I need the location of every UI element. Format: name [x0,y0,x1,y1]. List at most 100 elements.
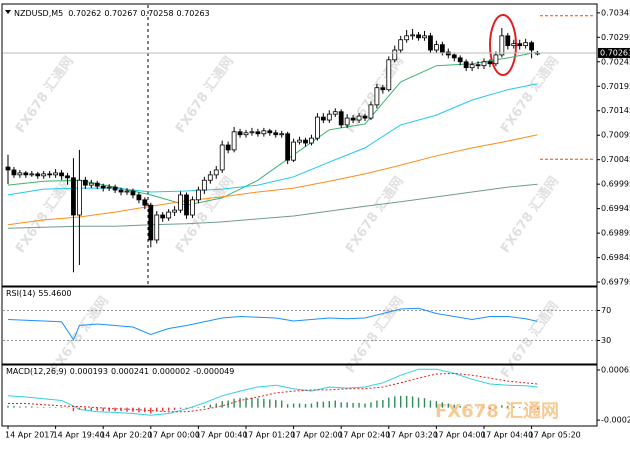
macd-bar [471,407,473,409]
candle-body [380,87,386,91]
y-tick-label: 0.000638 [601,365,630,374]
macd-bar [162,407,164,412]
candle-body [213,169,219,176]
y-tick-label: 0.70245 [601,57,630,66]
candle-body [523,42,529,47]
macd-bar [233,398,235,408]
menu-arrow[interactable] [5,10,11,14]
macd-bar [400,395,402,408]
moving-average [7,134,538,226]
macd-bar [209,404,211,408]
candle-body [422,35,427,39]
candle-body [249,131,255,134]
macd-bar [346,402,348,408]
macd-bar [364,403,366,408]
rsi-title: RSI(14) [6,289,35,298]
candle-body [130,190,136,196]
macd-bar [221,401,223,408]
macd-bar [394,396,396,408]
macd-bar [275,399,277,408]
macd-bar [477,407,479,409]
x-tick-label: 17 Apr 05:20 [529,431,581,440]
candle-body [255,131,261,135]
candle-body [463,61,469,69]
macd-reading: -0.000049 [193,367,234,376]
macd-bar [197,407,200,408]
candle-body [350,117,356,121]
last-low: 0.70258 [140,9,173,18]
macd-bar [126,407,128,412]
candle-body [374,87,380,106]
candle-body [344,117,350,126]
x-tick-label: 17 Apr 02:40 [338,431,390,440]
y-tick-label: 0.70095 [601,131,630,140]
candle-body [457,57,463,63]
candle-body [118,189,124,193]
candle-body [77,179,82,216]
candle-body [297,139,302,143]
macd-bar [519,407,521,408]
macd-bar [530,407,533,409]
candle-body [5,166,11,171]
candle-body [136,194,142,201]
candle-body [142,199,148,206]
candle-body [529,42,534,51]
candle-body [291,141,297,161]
y-tick-label: 0.69895 [601,229,630,238]
rsi-line [7,307,538,341]
macd-bar [31,406,33,408]
candle-body [398,39,404,51]
candle-body [428,35,433,51]
macd-bar [90,407,92,411]
candle-body [314,116,320,139]
candle-body [94,182,100,187]
last-open: 0.70262 [68,9,101,18]
macd-bar [108,407,110,412]
rsi-current: 55.4600 [38,289,71,298]
y-tick-label: 0.69995 [601,180,630,189]
macd-bar [405,395,408,408]
candle-body [332,111,338,115]
candle-body [47,173,53,176]
candle-body [172,209,178,213]
macd-bar [340,402,342,408]
candle-body [184,194,189,216]
candle-body [190,199,195,216]
macd-bar [84,407,87,410]
macd-bar [459,405,461,408]
candle-body [285,133,291,161]
candle-body [320,116,326,121]
candle-body [267,130,273,134]
candle-body [154,214,160,241]
candle-body [410,34,416,37]
macd-bar [352,402,354,408]
y-tick-label: 0.70045 [601,155,630,164]
macd-panel-frame [1,364,598,427]
macd-bar [429,400,432,408]
x-tick-label: 17 Apr 00:00 [148,431,200,440]
macd-bar [310,403,313,408]
macd-bar [239,398,241,408]
x-tick-label: 14 Apr 2017 [5,431,54,440]
macd-title: MACD(12,26,9) [6,367,67,376]
candle-body [53,172,58,176]
macd-bar [292,403,295,408]
candle-body [82,179,88,186]
macd-bar [43,407,45,408]
candle-body [195,189,201,201]
y-tick-label: 0.70295 [601,33,630,42]
candle-body [207,174,213,181]
macd-reading: 0.000193 [70,367,108,376]
macd-bar [453,404,455,408]
macd-bar [382,399,384,408]
price-tag-label: 0.70263 [600,48,630,57]
y-tick-label: 0.70145 [601,106,630,115]
rsi-header: RSI(14) 55.4600 [6,289,72,298]
candle-body [231,131,237,151]
macd-bar [19,406,21,408]
y-tick-label: 70 [601,306,611,315]
macd-bar [245,397,247,408]
candle-body [487,61,493,65]
x-tick-label: 17 Apr 01:20 [243,431,295,440]
candle-body [261,130,267,135]
